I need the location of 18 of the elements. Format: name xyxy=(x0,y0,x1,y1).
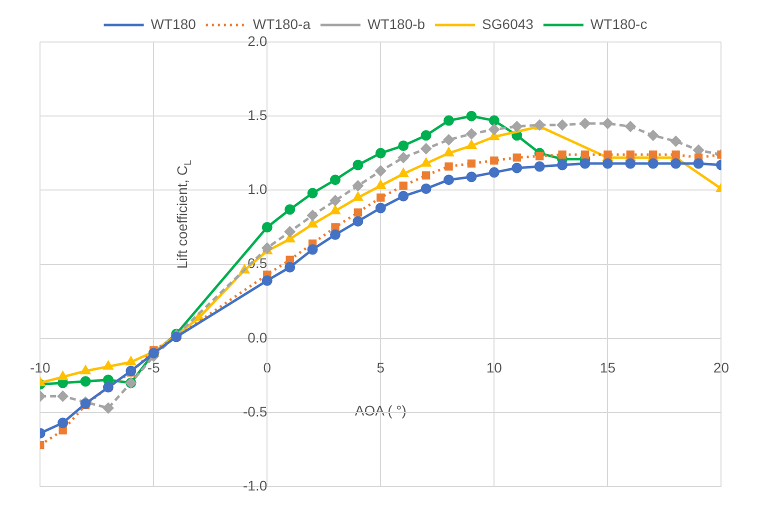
x-tick-label: -5 xyxy=(147,360,160,376)
x-tick-label: 15 xyxy=(600,360,616,376)
y-tick-label: 1.0 xyxy=(248,181,268,198)
legend-label: WT180-c xyxy=(590,16,648,32)
x-tick-label: 20 xyxy=(713,360,730,376)
x-tick-label: 10 xyxy=(486,360,502,376)
y-tick-label: -0.5 xyxy=(243,403,268,420)
y-tick-label: 0.0 xyxy=(248,329,268,346)
x-tick-label: 5 xyxy=(376,360,385,376)
legend-label: WT180 xyxy=(150,16,196,32)
x-tick-label: -10 xyxy=(30,360,50,376)
y-tick-label: 1.5 xyxy=(248,106,268,123)
y-tick-label: -1.0 xyxy=(243,477,268,494)
legend-label: WT180-b xyxy=(367,16,426,32)
y-axis-title: Lift coefficient, CL xyxy=(174,159,194,269)
legend-label: WT180-a xyxy=(252,16,311,32)
legend-label: SG6043 xyxy=(482,16,534,32)
y-tick-label: 2.0 xyxy=(248,32,268,49)
